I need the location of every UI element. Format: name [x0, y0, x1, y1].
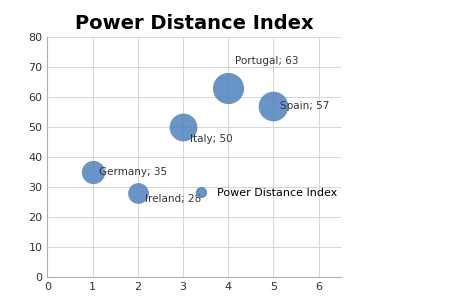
Point — [225, 86, 232, 91]
Point — [179, 124, 187, 129]
Point — [89, 170, 96, 175]
Title: Power Distance Index: Power Distance Index — [75, 14, 314, 33]
Text: Portugal; 63: Portugal; 63 — [235, 56, 299, 66]
Legend: Power Distance Index: Power Distance Index — [186, 184, 342, 203]
Point — [134, 191, 142, 196]
Point — [270, 103, 277, 108]
Text: Spain; 57: Spain; 57 — [280, 101, 329, 111]
Text: Germany; 35: Germany; 35 — [100, 167, 167, 177]
Text: Ireland; 28: Ireland; 28 — [145, 194, 201, 204]
Text: Italy; 50: Italy; 50 — [190, 134, 232, 144]
